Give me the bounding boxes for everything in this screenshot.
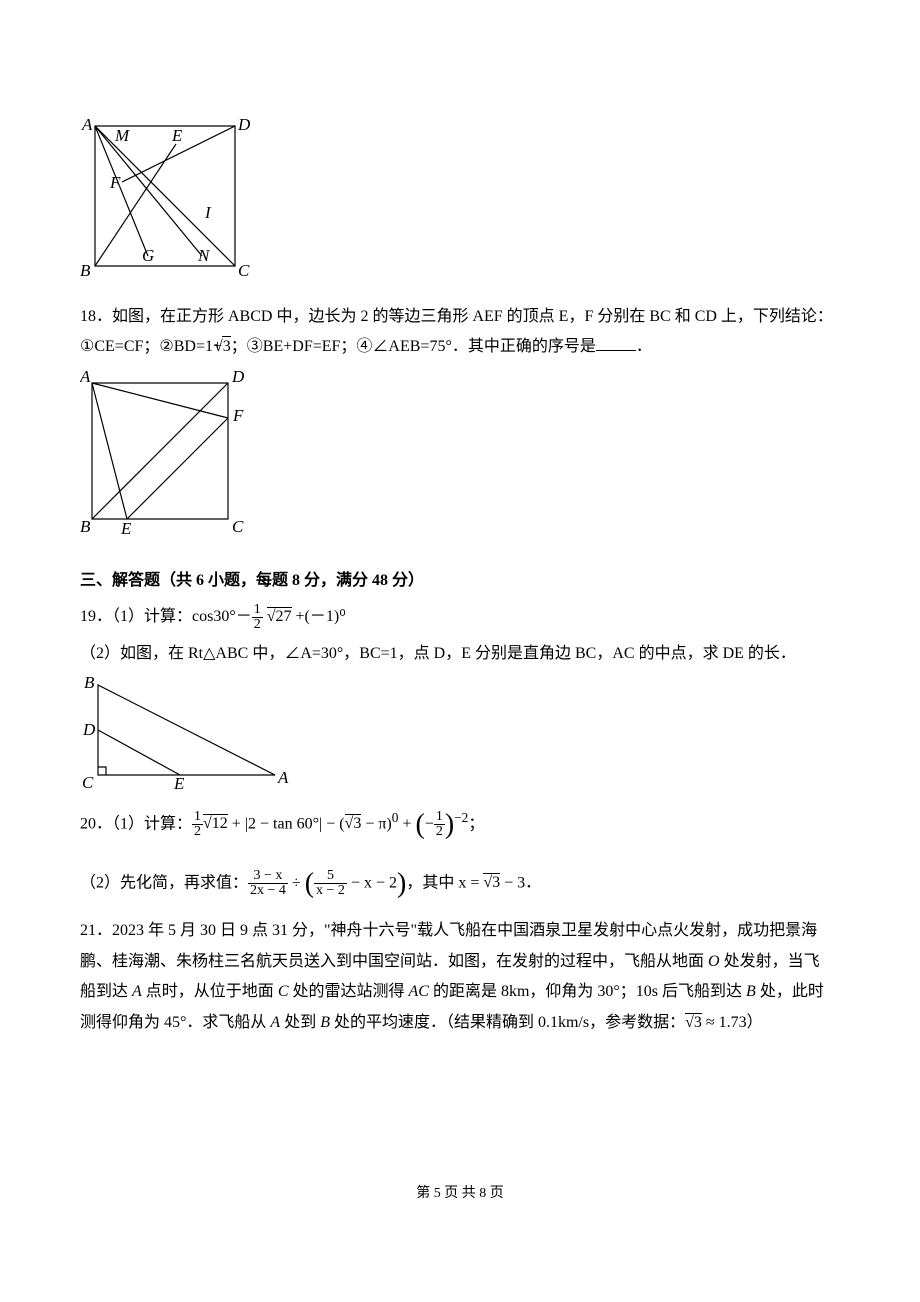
q19-sqrt27: √27 (267, 607, 292, 625)
fig18-label-A: A (80, 371, 91, 386)
problem-20: 20．（1）计算：12√12 + |2 − tan 60°| − (√3 − π… (80, 798, 840, 910)
q20-l2: ( (305, 868, 314, 899)
problem-21: 21．2023 年 5 月 30 日 9 点 31 分，"神舟十六号"载人飞船在… (80, 916, 840, 1038)
fig17-label-C: C (238, 261, 250, 280)
q18-l2-mid: ；③BE+DF=EF；④∠AEB=75°．其中正确的序号是 (231, 338, 596, 355)
figure-18: A D B C E F (80, 371, 840, 536)
q18-l2-prefix: ①CE=CF；②BD=1+ (80, 338, 222, 355)
q20-rparen: ) (445, 809, 454, 840)
fig18-label-C: C (232, 517, 244, 536)
figure-17: A D B C M E F I G N (80, 116, 840, 286)
q20-p1-prefix: 20．（1）计算： (80, 815, 192, 832)
fig17-label-A: A (81, 116, 93, 134)
fig17-label-I: I (204, 203, 212, 222)
q20-minuspi: − π) (361, 815, 391, 832)
q21-line2: 鹏、桂海潮、朱杨柱三名航天员送入到中国空间站．如图，在发射的过程中，飞船从地面 … (80, 947, 840, 977)
fig19-label-E: E (173, 774, 185, 790)
figure-19: B D C E A (80, 675, 840, 790)
fig17-label-D: D (237, 116, 250, 134)
q19-p1-suffix: +(－1)⁰ (292, 608, 346, 625)
fig17-svg: A D B C M E F I G N (80, 116, 250, 286)
fig18-svg: A D B C E F (80, 371, 245, 536)
q20-div: ÷ (288, 874, 305, 891)
q20-semi: ； (468, 815, 484, 832)
q20-where: ，其中 x = (406, 874, 483, 891)
fig17-label-E: E (171, 126, 183, 145)
fig19-svg: B D C E A (80, 675, 290, 790)
q20-minus3: − 3． (500, 874, 541, 891)
q20-supneg2: −2 (454, 810, 468, 825)
problem-19: 19．（1）计算：cos30°－12 √27 +(－1)⁰ （2）如图，在 Rt… (80, 602, 840, 669)
fig17-label-M: M (114, 126, 130, 145)
fig19-label-C: C (82, 773, 94, 790)
problem-18: 18．如图，在正方形 ABCD 中，边长为 2 的等边三角形 AEF 的顶点 E… (80, 302, 840, 363)
fig19-label-A: A (277, 768, 289, 787)
q19-part2: （2）如图，在 Rt△ABC 中，∠A=30°，BC=1，点 D，E 分别是直角… (80, 639, 840, 669)
q20-plus2: + (398, 815, 415, 832)
fig17-label-N: N (197, 246, 211, 265)
q20-neg: − (425, 815, 434, 832)
q20-lparen: ( (415, 809, 424, 840)
q18-line2: ①CE=CF；②BD=1+√3；③BE+DF=EF；④∠AEB=75°．其中正确… (80, 332, 840, 362)
section-3-header: 三、解答题（共 6 小题，每题 8 分，满分 48 分） (80, 566, 840, 596)
fig18-label-B: B (80, 517, 91, 536)
q20-sqrt3: √3 (345, 814, 362, 832)
q21-line3: 船到达 A 点时，从位于地面 C 处的雷达站测得 AC 的距离是 8km，仰角为… (80, 977, 840, 1007)
fig18-label-E: E (120, 519, 132, 536)
q20-part2: （2）先化简，再求值：3 − x2x − 4 ÷ (5x − 2 − x − 2… (80, 857, 840, 910)
q19-p1-prefix: 19．（1）计算：cos30°－ (80, 608, 252, 625)
q20-sqrt12: √12 (203, 814, 228, 832)
fig17-label-B: B (80, 261, 91, 280)
fig19-label-B: B (84, 675, 95, 692)
q18-line1: 18．如图，在正方形 ABCD 中，边长为 2 的等边三角形 AEF 的顶点 E… (80, 302, 840, 332)
q20-plus: + |2 − tan 60°| − ( (228, 815, 345, 832)
fig18-label-F: F (232, 406, 244, 425)
q20-p2-prefix: （2）先化简，再求值： (80, 874, 248, 891)
q20-mid2: − x − 2 (347, 874, 397, 891)
fig17-label-F: F (109, 173, 121, 192)
q21-line4: 测得仰角为 45°．求飞船从 A 处到 B 处的平均速度．（结果精确到 0.1k… (80, 1008, 840, 1038)
q18-blank (596, 350, 636, 351)
fig19-label-D: D (82, 720, 96, 739)
fig18-label-D: D (231, 371, 245, 386)
q20-sqrt3b: √3 (483, 873, 500, 891)
q18-l2-suffix: ． (636, 338, 652, 355)
q21-line1: 21．2023 年 5 月 30 日 9 点 31 分，"神舟十六号"载人飞船在… (80, 916, 840, 946)
q20-r2: ) (397, 868, 406, 899)
page-footer: 第 5 页 共 8 页 (0, 1181, 920, 1208)
fig17-label-G: G (142, 246, 154, 265)
q20-part1: 20．（1）计算：12√12 + |2 − tan 60°| − (√3 − π… (80, 798, 840, 851)
q19-part1: 19．（1）计算：cos30°－12 √27 +(－1)⁰ (80, 602, 840, 632)
